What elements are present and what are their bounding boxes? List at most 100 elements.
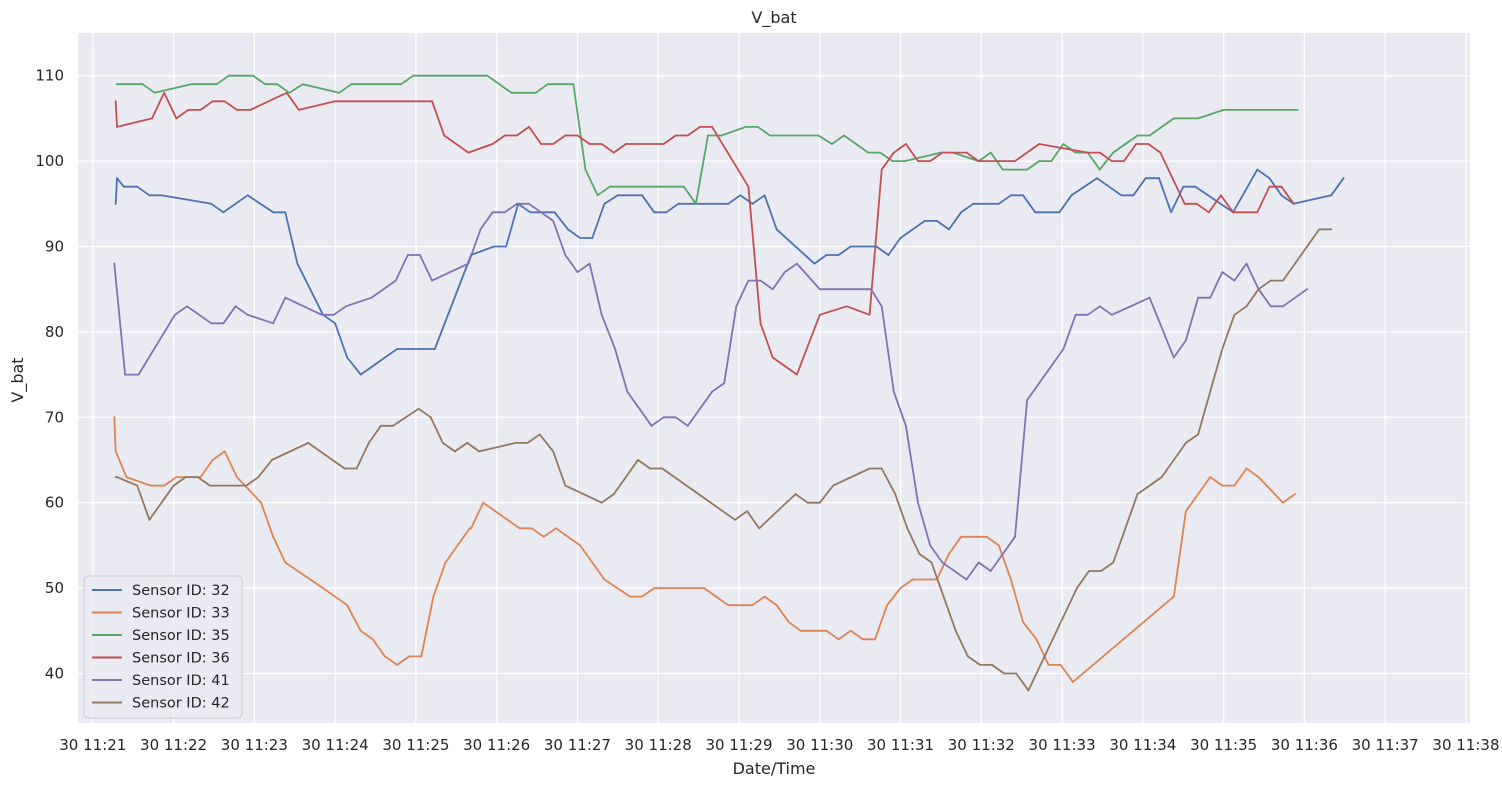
- y-tick-label: 110: [35, 67, 64, 85]
- data-point: [874, 638, 876, 641]
- data-point: [942, 595, 945, 598]
- data-point: [1257, 288, 1260, 291]
- data-point: [271, 459, 273, 461]
- data-point: [892, 151, 895, 154]
- data-point: [1002, 168, 1004, 171]
- data-point: [420, 655, 423, 658]
- data-point: [564, 134, 567, 137]
- data-point: [629, 595, 631, 598]
- data-point: [148, 194, 151, 197]
- data-point: [1132, 194, 1135, 197]
- x-tick-label: 30 11:36: [1271, 736, 1338, 754]
- x-tick-label: 30 11:23: [221, 736, 288, 754]
- data-point: [196, 476, 199, 478]
- x-tick-label: 30 11:25: [382, 736, 449, 754]
- data-point: [954, 629, 957, 632]
- data-point: [977, 561, 980, 564]
- data-point: [1062, 348, 1065, 350]
- data-point: [783, 271, 786, 273]
- data-point: [997, 544, 1000, 547]
- data-point: [806, 501, 809, 504]
- data-point: [1182, 185, 1185, 188]
- data-point: [538, 433, 541, 436]
- data-point: [1038, 382, 1041, 384]
- data-point: [394, 279, 397, 282]
- data-point: [989, 570, 992, 572]
- data-point: [1096, 177, 1098, 180]
- data-point: [886, 604, 888, 607]
- data-point: [1197, 493, 1199, 495]
- data-point: [1282, 501, 1284, 504]
- data-point: [906, 527, 909, 530]
- data-point: [124, 373, 126, 376]
- data-point: [1062, 143, 1065, 145]
- data-point: [1209, 476, 1212, 478]
- data-point: [444, 561, 447, 564]
- x-tick-label: 30 11:22: [140, 736, 207, 754]
- legend-box: [83, 575, 243, 719]
- data-point: [272, 322, 275, 325]
- data-point: [723, 382, 726, 384]
- y-tick-label: 100: [35, 152, 64, 170]
- data-point: [930, 561, 933, 564]
- data-point: [1059, 664, 1062, 666]
- data-point: [346, 356, 349, 359]
- y-tick-label: 80: [45, 323, 64, 341]
- data-point: [1022, 621, 1024, 624]
- legend-label: Sensor ID: 36: [132, 651, 230, 667]
- x-axis-ticks: 30 11:21 30 11:22 30 11:23 30 11:24 30 11:25…: [59, 736, 1499, 754]
- data-point: [899, 237, 902, 239]
- data-point: [711, 126, 713, 128]
- data-point: [879, 151, 882, 154]
- data-point: [148, 518, 151, 521]
- data-point: [116, 476, 118, 478]
- data-point: [526, 442, 529, 444]
- data-point: [432, 595, 435, 598]
- data-point: [868, 467, 871, 470]
- data-point: [711, 390, 713, 393]
- data-point: [284, 211, 287, 214]
- data-point: [948, 228, 950, 231]
- data-point: [396, 664, 398, 666]
- data-point: [967, 655, 969, 658]
- data-point: [1098, 151, 1101, 154]
- data-point: [1038, 143, 1041, 145]
- data-point: [579, 237, 581, 239]
- data-point: [1124, 527, 1127, 530]
- data-point: [1306, 288, 1308, 291]
- data-point: [141, 83, 144, 86]
- data-point: [588, 262, 591, 265]
- data-point: [769, 134, 771, 137]
- data-point: [1014, 535, 1016, 538]
- data-point: [1072, 681, 1074, 683]
- data-point: [641, 595, 643, 598]
- data-point: [771, 288, 774, 291]
- data-point: [612, 151, 615, 154]
- x-tick-label: 30 11:32: [948, 736, 1015, 754]
- data-point: [419, 254, 421, 256]
- data-point: [370, 296, 373, 299]
- data-point: [763, 194, 766, 197]
- data-point: [665, 211, 668, 214]
- data-point: [245, 484, 248, 487]
- data-point: [1070, 194, 1073, 197]
- data-point: [818, 288, 821, 291]
- data-point: [817, 134, 820, 137]
- data-point: [454, 450, 456, 453]
- data-point: [929, 160, 932, 163]
- data-point: [661, 467, 664, 470]
- data-point: [552, 220, 555, 222]
- data-point: [396, 348, 398, 350]
- data-point: [236, 109, 238, 111]
- data-point: [1014, 160, 1016, 163]
- data-point: [843, 134, 845, 137]
- data-point: [759, 279, 762, 282]
- data-point: [116, 83, 118, 86]
- data-point: [614, 348, 616, 350]
- data-point: [1148, 296, 1151, 299]
- data-point: [855, 143, 857, 145]
- data-point: [359, 629, 362, 632]
- data-point: [1282, 279, 1284, 282]
- data-point: [113, 416, 116, 419]
- data-point: [400, 83, 402, 86]
